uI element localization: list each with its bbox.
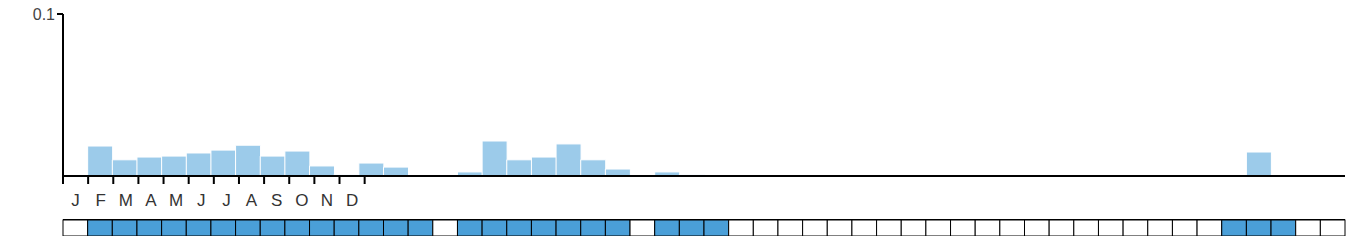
svg-text:0.1: 0.1 <box>33 6 55 23</box>
svg-text:A: A <box>246 191 258 210</box>
svg-text:A: A <box>145 191 157 210</box>
svg-text:M: M <box>169 191 183 210</box>
svg-text:J: J <box>197 191 206 210</box>
svg-text:O: O <box>295 191 308 210</box>
svg-text:D: D <box>346 191 358 210</box>
svg-text:F: F <box>96 191 106 210</box>
svg-text:J: J <box>71 191 80 210</box>
svg-text:J: J <box>222 191 231 210</box>
svg-text:N: N <box>321 191 333 210</box>
svg-text:S: S <box>271 191 282 210</box>
svg-text:M: M <box>119 191 133 210</box>
